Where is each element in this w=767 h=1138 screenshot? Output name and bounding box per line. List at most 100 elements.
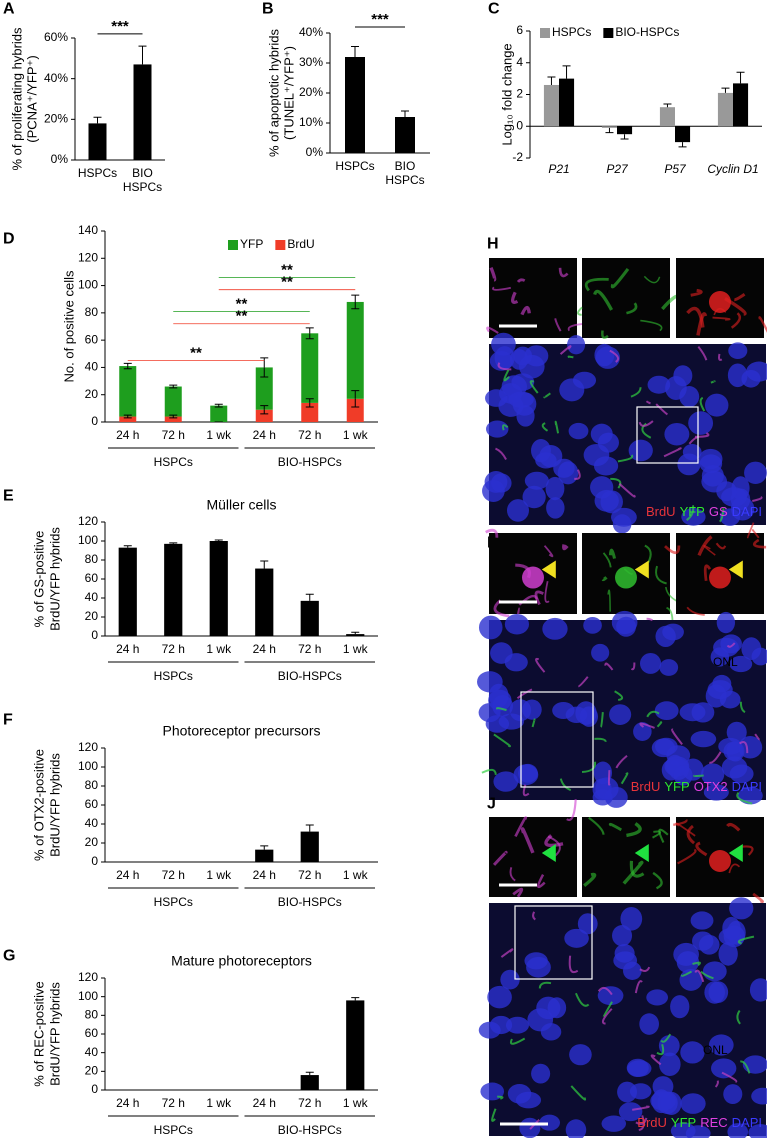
signal — [509, 867, 516, 882]
x-tick-label: 24 h — [252, 868, 276, 882]
error-bar — [169, 542, 178, 544]
y-tick-label: 40 — [85, 1045, 99, 1059]
nucleus — [690, 730, 717, 748]
signal — [491, 1108, 497, 1122]
error-bar — [305, 1071, 314, 1076]
nucleus — [506, 499, 529, 522]
signal — [629, 860, 645, 878]
x-tick-label: 24 h — [116, 1096, 140, 1110]
signal — [561, 544, 569, 551]
bar-segment — [119, 366, 137, 417]
y-tick-label: 60 — [85, 332, 99, 346]
signal — [686, 505, 695, 521]
nucleus — [682, 443, 702, 461]
signal — [664, 545, 681, 555]
arrow — [541, 560, 556, 579]
signal — [602, 552, 612, 568]
nucleus — [679, 703, 706, 722]
nucleus — [540, 1023, 562, 1041]
signal — [584, 277, 609, 292]
signal — [646, 617, 654, 622]
nucleus — [708, 981, 729, 1003]
signal — [715, 542, 727, 550]
x-tick-label: 72 h — [161, 868, 185, 882]
y-axis-label: BrdU/YFP hybrids — [47, 982, 62, 1086]
micrograph-inset — [582, 533, 683, 624]
bar — [209, 541, 228, 636]
y-tick-label: 60 — [85, 797, 99, 811]
x-tick-label: 1 wk — [342, 642, 368, 656]
bar — [346, 1000, 365, 1090]
signal — [531, 718, 536, 728]
x-tick-label: 1 wk — [206, 868, 232, 882]
cell — [709, 291, 731, 313]
y-tick-label: 20% — [299, 85, 323, 99]
group-label: HSPCs — [154, 1123, 193, 1137]
chart-title: Müller cells — [206, 497, 276, 513]
inset-box — [520, 691, 594, 788]
y-tick-label: 0% — [51, 152, 69, 166]
nucleus — [702, 961, 727, 982]
micrograph-inset — [485, 528, 577, 618]
nucleus — [688, 411, 714, 435]
bar-segment — [164, 386, 182, 417]
signal — [738, 741, 749, 754]
y-tick-label: 120 — [78, 250, 98, 264]
nucleus — [535, 452, 557, 469]
x-tick-label: 1 wk — [342, 868, 368, 882]
error-bar — [305, 824, 314, 832]
nucleus — [559, 378, 585, 402]
signal — [658, 828, 669, 843]
bar — [118, 547, 137, 636]
error-bar — [351, 301, 360, 310]
signal — [537, 874, 546, 889]
signal — [734, 292, 746, 302]
bar-segment — [255, 367, 273, 410]
nucleus — [673, 365, 693, 387]
legend-swatch — [275, 240, 286, 250]
signal — [752, 538, 767, 549]
bar — [300, 1075, 319, 1090]
y-tick-label: 40 — [85, 816, 99, 830]
chart-title: Photoreceptor precursors — [163, 723, 321, 739]
signal — [496, 707, 507, 712]
signal — [694, 969, 705, 983]
nucleus — [705, 684, 727, 708]
nucleus — [662, 623, 684, 641]
error-bar — [123, 414, 132, 417]
x-tick-label: Cyclin D1 — [707, 162, 759, 176]
x-tick-label: 72 h — [298, 642, 322, 656]
signal — [554, 318, 562, 332]
panel-letter: E — [3, 487, 14, 504]
signal — [690, 288, 703, 297]
x-tick-label: 72 h — [298, 1096, 322, 1110]
nucleus — [670, 995, 690, 1019]
chart-title: Mature photoreceptors — [171, 953, 312, 969]
bar — [601, 126, 617, 128]
nucleus — [478, 1021, 501, 1039]
signal — [728, 863, 741, 874]
error-bar — [351, 631, 360, 635]
nucleus — [594, 489, 619, 512]
group-label: HSPCs — [154, 455, 193, 469]
nucleus — [713, 637, 739, 658]
signal — [656, 721, 663, 728]
bar — [733, 83, 749, 127]
significance-label: ** — [236, 308, 248, 325]
x-tick-label: BIO HSPCs — [122, 166, 163, 194]
nucleus — [639, 653, 662, 674]
x-tick-label: 24 h — [116, 868, 140, 882]
y-tick-label: 40 — [85, 590, 99, 604]
y-axis-label: BrdU/YFP hybrids — [47, 527, 62, 631]
x-tick-label: 24 h — [252, 428, 276, 442]
signal — [558, 267, 569, 278]
nucleus — [569, 1044, 592, 1066]
nucleus — [601, 1115, 627, 1132]
bar — [543, 84, 559, 127]
layer-label: ONL — [713, 655, 738, 669]
stain-label: DAPI — [732, 1115, 762, 1130]
group-label: HSPCs — [154, 895, 193, 909]
signal — [583, 872, 597, 888]
stain-label: GS — [709, 504, 728, 519]
